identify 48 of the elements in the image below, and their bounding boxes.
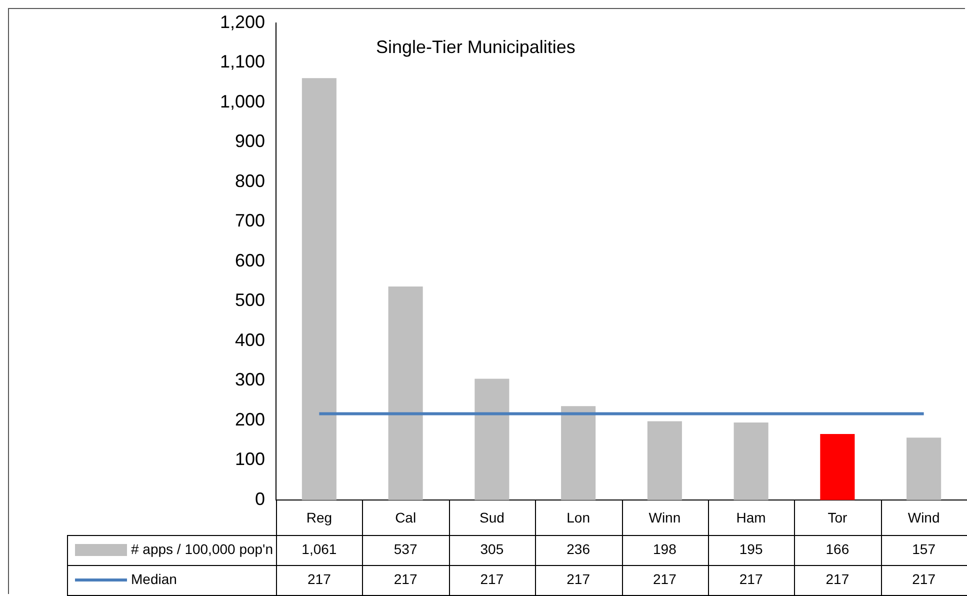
y-tick-label: 1,000 [220,91,265,112]
y-tick-label: 900 [234,131,265,152]
legend-label: # apps / 100,000 pop'n [131,540,274,557]
data-label: 198 [653,540,677,557]
y-tick-label: 200 [234,409,265,430]
y-tick-label: 700 [234,210,265,231]
y-tick-label: 1,100 [220,52,265,72]
y-tick-label: 800 [234,170,265,191]
data-label: 217 [566,570,590,587]
bar [906,438,942,500]
data-label: 217 [308,570,332,587]
y-tick-label: 400 [234,330,265,350]
bar [561,406,596,500]
data-label: 217 [826,570,850,587]
y-tick-label: 600 [234,250,265,270]
data-label: 217 [739,570,763,587]
bar [302,78,336,500]
bar [474,378,510,500]
y-tick-label: 300 [234,370,265,390]
x-tick-label: Ham [736,509,766,526]
data-label: 217 [394,570,418,587]
bar [734,422,768,500]
data-label: 217 [653,570,677,587]
x-tick-label: Reg [306,509,332,526]
x-tick-label: Sud [479,509,504,526]
data-label: 217 [480,570,504,587]
legend-label: Median [131,570,177,587]
data-label: 166 [826,540,850,557]
data-label: 217 [912,570,936,587]
y-tick-label: 1,200 [220,12,265,32]
x-tick-label: Tor [828,509,848,526]
x-tick-label: Lon [566,509,590,526]
data-label: 195 [739,540,763,557]
bar [820,434,855,500]
data-label: 157 [912,540,936,557]
bar [647,421,682,500]
y-tick-label: 100 [234,449,265,470]
x-tick-label: Wind [908,509,940,526]
y-tick-label: 500 [234,290,265,310]
bar [388,286,423,500]
data-label: 1,061 [302,540,337,557]
x-tick-label: Winn [648,509,681,526]
y-tick-label: 0 [254,488,265,509]
text: Single-Tier Municipalities [376,36,576,57]
data-label: 305 [480,540,504,557]
x-tick-label: Cal [395,509,416,526]
data-label: 236 [566,540,590,557]
data-label: 537 [394,540,418,557]
